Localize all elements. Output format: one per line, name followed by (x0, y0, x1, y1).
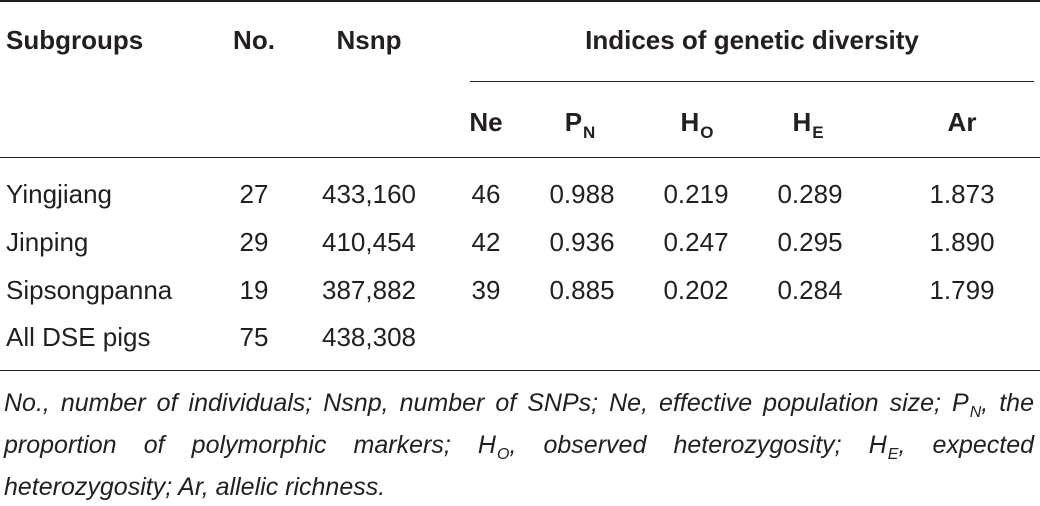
header-subgroups: Subgroups (6, 25, 144, 55)
cell-nsnp: 433,160 (322, 179, 416, 209)
cell-ho: 0.219 (663, 179, 729, 209)
cell-pn: 0.936 (549, 227, 615, 257)
cell-he: 0.289 (777, 179, 843, 209)
cell-ne: 42 (471, 227, 501, 257)
cell-nsnp: 410,454 (322, 227, 416, 257)
table-header-rule (0, 157, 1040, 158)
cell-no: 75 (239, 322, 269, 352)
cell-subgroup: All DSE pigs (6, 322, 151, 352)
cell-he: 0.295 (777, 227, 843, 257)
cell-ar: 1.873 (929, 179, 995, 209)
cell-ar: 1.799 (929, 275, 995, 305)
header-indices-of-genetic-diversity: Indices of genetic diversity (585, 25, 919, 55)
header-pn: PN (564, 107, 596, 142)
cell-no: 19 (239, 275, 269, 305)
header-ho: HO (680, 107, 714, 142)
cell-no: 27 (239, 179, 269, 209)
cell-ho: 0.247 (663, 227, 729, 257)
cell-ar: 1.890 (929, 227, 995, 257)
table-bottom-rule (0, 370, 1040, 371)
cell-pn: 0.885 (549, 275, 615, 305)
header-he: HE (792, 107, 824, 142)
table-top-rule (0, 0, 1040, 2)
cell-subgroup: Yingjiang (6, 179, 113, 209)
cell-he: 0.284 (777, 275, 843, 305)
cell-nsnp: 438,308 (322, 322, 416, 352)
cell-nsnp: 387,882 (322, 275, 416, 305)
header-ne: Ne (469, 107, 503, 137)
cell-ne: 46 (471, 179, 501, 209)
table-footnote: No., number of individuals; Nsnp, number… (4, 389, 1034, 501)
cell-subgroup: Jinping (6, 227, 89, 257)
cell-subgroup: Sipsongpanna (6, 275, 173, 305)
cell-ne: 39 (471, 275, 501, 305)
cell-no: 29 (239, 227, 269, 257)
cell-ho: 0.202 (663, 275, 729, 305)
header-ar: Ar (947, 107, 977, 137)
indices-span-rule (470, 81, 1034, 82)
header-nsnp: Nsnp (336, 25, 402, 55)
header-no: No. (233, 25, 275, 55)
cell-pn: 0.988 (549, 179, 615, 209)
